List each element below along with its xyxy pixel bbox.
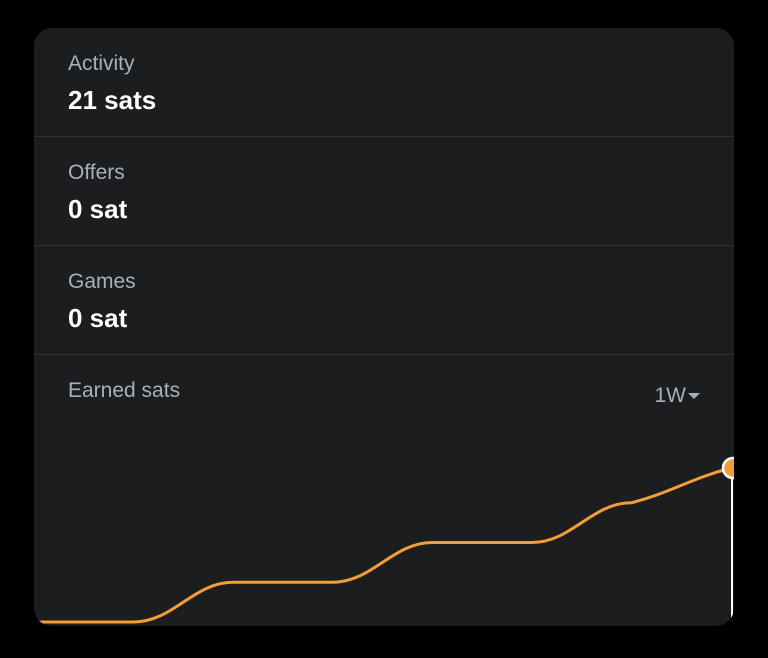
activity-label: Activity [68, 52, 135, 75]
games-label: Games [68, 270, 136, 293]
earned-sats-line-chart[interactable] [34, 355, 734, 626]
games-value: 0 sat [68, 303, 128, 333]
chart-title: Earned sats [68, 379, 181, 402]
offers-value: 0 sat [68, 194, 128, 224]
time-range-label: 1W [654, 384, 687, 407]
selected-point-marker[interactable] [721, 456, 734, 480]
series-line [34, 466, 733, 624]
activity-value: 21 sats [68, 85, 157, 115]
offers-label: Offers [68, 161, 125, 184]
activity-row[interactable]: Activity 21 sats [34, 28, 734, 137]
earned-sats-chart-section: Earned sats 1W [34, 355, 734, 626]
earnings-card: Activity 21 sats Offers 0 sat Games 0 sa… [34, 28, 734, 626]
time-range-dropdown[interactable]: 1W [654, 384, 700, 408]
chevron-down-icon [688, 393, 700, 399]
games-row[interactable]: Games 0 sat [34, 246, 734, 355]
offers-row[interactable]: Offers 0 sat [34, 137, 734, 246]
